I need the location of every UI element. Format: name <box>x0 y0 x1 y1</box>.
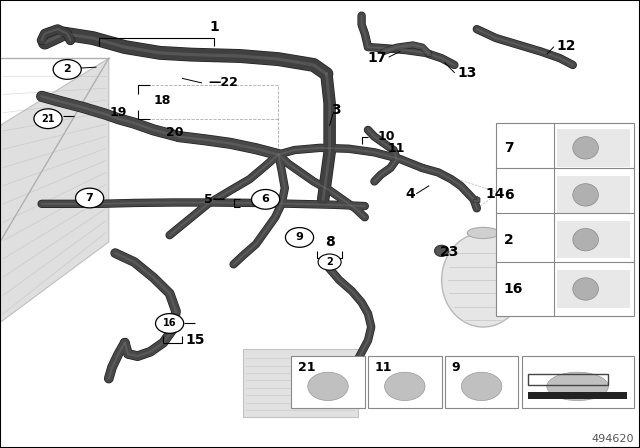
Ellipse shape <box>573 278 598 300</box>
Text: 6: 6 <box>504 188 513 202</box>
Bar <box>291 356 365 408</box>
Text: 12: 12 <box>557 39 576 53</box>
Circle shape <box>34 109 62 129</box>
Polygon shape <box>0 58 109 323</box>
Ellipse shape <box>435 246 449 256</box>
Circle shape <box>156 314 184 333</box>
Bar <box>557 129 630 167</box>
Ellipse shape <box>573 228 598 251</box>
Ellipse shape <box>308 372 348 401</box>
Text: 2: 2 <box>63 65 71 74</box>
Circle shape <box>76 188 104 208</box>
Text: 494620: 494620 <box>591 434 634 444</box>
Text: —22: —22 <box>208 76 238 90</box>
Text: 14: 14 <box>485 186 504 201</box>
Ellipse shape <box>547 372 609 401</box>
Bar <box>496 123 634 316</box>
Text: 11: 11 <box>374 361 392 374</box>
Text: 20: 20 <box>166 125 184 139</box>
Circle shape <box>285 228 314 247</box>
Text: 8: 8 <box>324 235 335 249</box>
Text: 7: 7 <box>86 193 93 203</box>
Ellipse shape <box>573 137 598 159</box>
Ellipse shape <box>385 372 425 401</box>
Polygon shape <box>243 349 358 417</box>
Text: 16: 16 <box>504 282 523 296</box>
Text: 10: 10 <box>378 130 395 143</box>
Text: 3: 3 <box>331 103 341 117</box>
Text: 21: 21 <box>41 114 55 124</box>
Text: 11: 11 <box>387 142 404 155</box>
Ellipse shape <box>461 372 502 401</box>
Text: 2: 2 <box>504 233 513 247</box>
Bar <box>528 374 608 385</box>
Text: 17: 17 <box>368 51 387 65</box>
Ellipse shape <box>467 228 499 238</box>
Text: 15: 15 <box>186 332 205 347</box>
Text: 6: 6 <box>262 194 269 204</box>
Bar <box>557 270 630 308</box>
Text: 9: 9 <box>451 361 460 374</box>
Circle shape <box>318 254 341 270</box>
Text: 5—: 5— <box>204 193 225 206</box>
Polygon shape <box>474 196 480 202</box>
Bar <box>557 176 630 214</box>
Text: 9: 9 <box>296 233 303 242</box>
Text: 4: 4 <box>405 186 415 201</box>
Text: 19: 19 <box>109 105 127 119</box>
Text: 13: 13 <box>458 65 477 80</box>
Text: 21: 21 <box>298 361 315 374</box>
Text: 7: 7 <box>504 141 513 155</box>
Ellipse shape <box>442 233 525 327</box>
Text: 1: 1 <box>209 20 220 34</box>
Text: 2: 2 <box>326 257 333 267</box>
Ellipse shape <box>573 184 598 206</box>
Text: 18: 18 <box>154 94 171 108</box>
Circle shape <box>252 190 280 209</box>
Bar <box>528 392 627 399</box>
Bar <box>522 356 634 408</box>
Bar <box>368 356 442 408</box>
Text: 16: 16 <box>163 319 177 328</box>
Circle shape <box>53 60 81 79</box>
Bar <box>445 356 518 408</box>
Text: 23: 23 <box>440 245 460 259</box>
Bar <box>557 221 630 258</box>
